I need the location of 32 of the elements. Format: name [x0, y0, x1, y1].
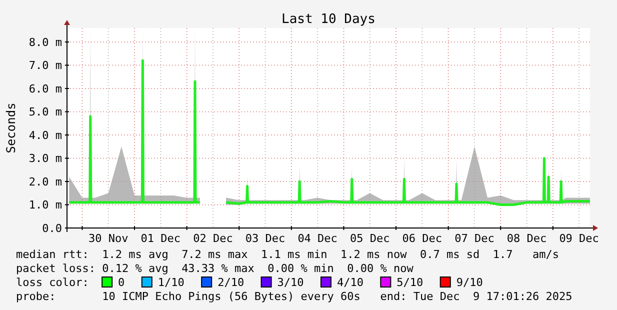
x-tick-label: 03 Dec [245, 232, 286, 245]
text: 1/10 [158, 276, 184, 289]
x-tick-label: 05 Dec [350, 232, 390, 245]
y-tick-label: 1.0 m [28, 198, 62, 212]
y-tick-label: 3.0 m [28, 152, 62, 166]
y-tick-label: 5.0 m [28, 106, 62, 119]
y-tick-label: 7.0 m [28, 59, 62, 72]
y-tick-label: 8.0 m [28, 36, 62, 49]
x-tick-label: 30 Nov [88, 232, 129, 245]
x-tick-label: 08 Dec [506, 232, 547, 245]
chart-title: Last 10 Days [282, 12, 376, 27]
x-tick-label: 07 Dec [454, 232, 494, 245]
x-tick-label: 01 Dec [140, 232, 181, 245]
y-tick-label: 6.0 m [28, 82, 62, 96]
text: 5/10 [396, 276, 424, 289]
text: median rtt: 1.2 ms avg 7.2 ms max 1.1 ms min 1.2 ms now 0.7 ms sd 1.7 am/s [16, 248, 560, 261]
text: 2/10 [218, 276, 244, 289]
y-tick-label: 4.0 m [28, 128, 62, 142]
y-tick-label: 2.0 m [28, 175, 62, 188]
x-tick-label: 02 Dec [193, 232, 233, 245]
x-tick-label: 04 Dec [298, 232, 338, 245]
text: 4/10 [336, 276, 364, 289]
text: 0 [118, 276, 125, 289]
x-tick-label: 06 Dec [402, 232, 442, 245]
text: packet loss: 0.12 % avg 43.33 % max 0.00 % min 0.00 % now [16, 262, 414, 275]
text: loss color: [16, 276, 89, 289]
text: 3/10 [277, 276, 304, 289]
text: probe: 10 ICMP Echo Pings (56 Bytes) every 60s end: Tue Dec 9 17:01:26 2025 [16, 290, 572, 303]
y-axis-title: Seconds [4, 102, 18, 154]
text: 9/10 [456, 276, 483, 289]
x-tick-label: 09 Dec [559, 232, 599, 245]
y-tick-label: 0.0 [42, 222, 62, 235]
